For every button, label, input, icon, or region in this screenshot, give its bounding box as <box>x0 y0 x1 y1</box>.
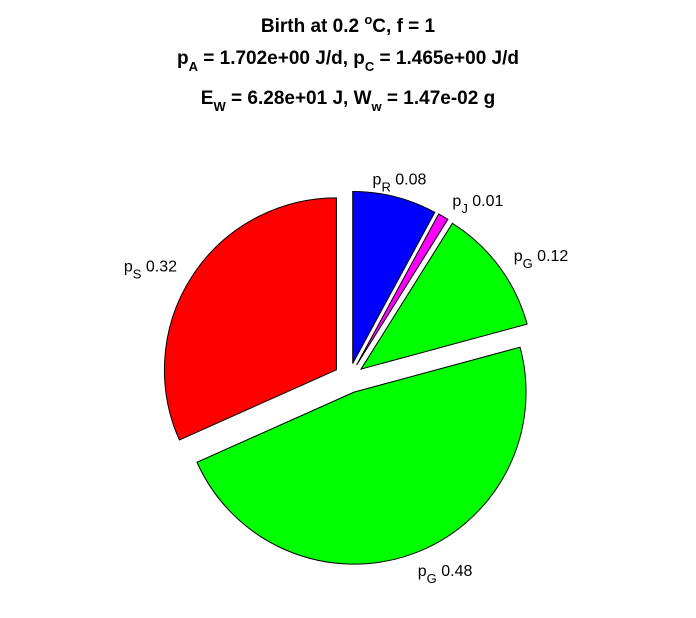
slice-label-1: pJ 0.01 <box>452 193 503 216</box>
slice-label-3: pG 0.48 <box>418 563 473 586</box>
slice-label-4: pS 0.32 <box>124 258 177 281</box>
pie-slice-pG-2 <box>359 222 528 370</box>
title-line-2: pA = 1.702e+00 J/d, pC = 1.465e+00 J/d <box>177 48 519 74</box>
chart-title: Birth at 0.2 oC, f = 1 pA = 1.702e+00 J/… <box>177 12 519 114</box>
slice-label-0: pR 0.08 <box>373 171 427 194</box>
pie-labels: pR 0.08 pJ 0.01 pG 0.12 pG 0.48 pS 0.32 <box>124 171 569 586</box>
pie-slice-pG-3 <box>196 346 527 565</box>
pie-slice-pS-4 <box>163 197 337 441</box>
pie-slices <box>163 190 528 565</box>
title-line-1: Birth at 0.2 oC, f = 1 <box>261 12 436 37</box>
title-line-3: EW = 6.28e+01 J, Ww = 1.47e-02 g <box>201 88 495 114</box>
pie-slice-pR-0 <box>352 190 436 364</box>
pie-slice-pJ-1 <box>356 213 449 366</box>
slice-label-2: pG 0.12 <box>514 248 569 271</box>
